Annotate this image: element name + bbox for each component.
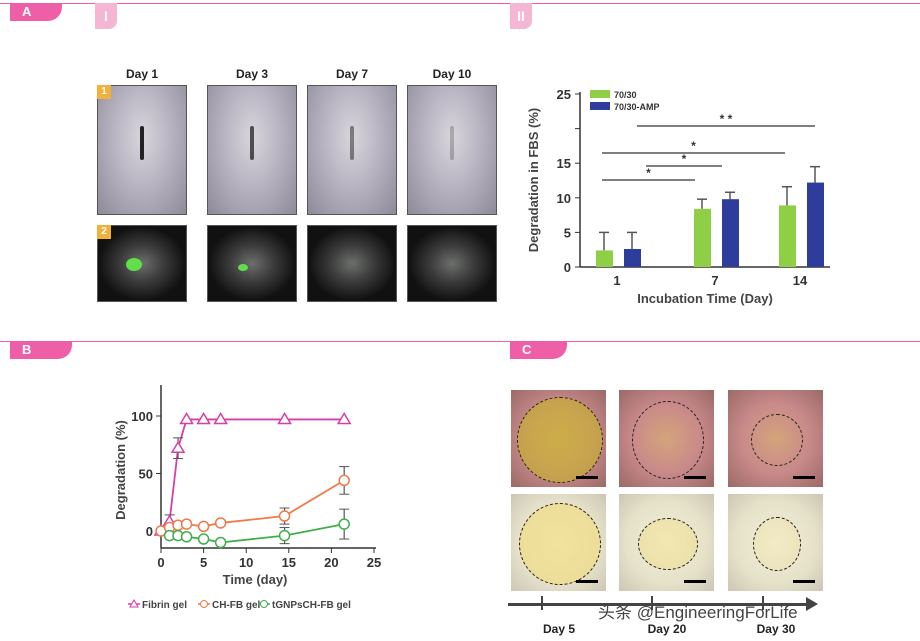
data-point	[338, 518, 350, 530]
divider	[0, 3, 920, 4]
data-point	[196, 411, 211, 425]
mouse-wound-photo	[97, 85, 187, 215]
data-point	[214, 517, 227, 529]
fluorescence-photo	[307, 225, 397, 302]
legend-label: 70/30	[614, 90, 637, 100]
data-point	[179, 411, 194, 425]
legend-marker	[129, 598, 139, 608]
data-point	[197, 520, 210, 533]
significance-label: *	[646, 166, 651, 180]
row-label: 2	[97, 225, 111, 239]
y-tick-label: 0	[564, 260, 571, 275]
day-label: Day 3	[235, 67, 269, 81]
data-point	[213, 411, 228, 425]
timeline-day-label: Day 20	[647, 622, 687, 636]
bar-chart: 0 5 10 15 25 1 7 14 * * * * * 70/30 70/30-AMP Degradat…	[526, 87, 830, 306]
timeline-day-label: Day 30	[756, 622, 796, 636]
x-tick-label: 20	[324, 555, 338, 570]
legend-swatch	[590, 90, 610, 98]
fluorescence-photo	[97, 225, 187, 302]
data-point	[338, 474, 350, 487]
timeline-arrow	[508, 603, 808, 606]
bar-70/30	[694, 208, 711, 267]
gel-photo	[619, 494, 714, 591]
legend-marker	[200, 600, 208, 608]
panel-label-c: C	[510, 341, 567, 359]
day-label: Day 1	[125, 67, 159, 81]
legend-label: 70/30-AMP	[614, 102, 660, 112]
legend-label: tGNPsCH-FB gel	[272, 600, 351, 611]
y-axis-title: Degradation in FBS (%)	[526, 108, 541, 252]
y-tick-label: 5	[564, 225, 571, 240]
bar-70/30-AMP	[624, 249, 641, 267]
data-point	[170, 440, 186, 453]
data-point	[180, 518, 193, 530]
x-tick-label: 1	[613, 273, 620, 288]
data-point	[214, 536, 227, 549]
in-vivo-photo	[728, 390, 823, 487]
gel-photo	[511, 494, 606, 591]
fluorescence-photo	[407, 225, 497, 302]
y-tick-label: 10	[557, 191, 571, 206]
x-tick-label: 10	[239, 555, 253, 570]
bar-70/30-AMP	[807, 182, 824, 267]
y-tick-label: 50	[139, 467, 153, 482]
timeline-day-label: Day 5	[542, 622, 576, 636]
legend-marker	[260, 600, 268, 608]
row-label: 1	[97, 85, 111, 99]
in-vivo-photo	[619, 390, 714, 487]
x-tick-label: 7	[711, 273, 718, 288]
x-tick-label: 15	[282, 555, 296, 570]
y-tick-label: 100	[131, 409, 153, 424]
x-tick-label: 25	[367, 555, 381, 570]
bar-70/30	[779, 205, 796, 267]
panel-label-a-i: I	[95, 3, 117, 29]
legend-swatch	[590, 102, 610, 110]
data-point	[197, 533, 210, 545]
panel-label-a-ii: II	[510, 3, 532, 29]
data-point	[278, 510, 291, 522]
data-point	[336, 411, 352, 425]
x-axis-title: Time (day)	[223, 572, 288, 587]
legend-label: CH-FB gel	[212, 600, 261, 611]
significance-label: *	[691, 139, 696, 153]
data-point	[277, 411, 292, 425]
data-point	[278, 529, 291, 542]
fluorescence-photo	[207, 225, 297, 302]
y-tick-label: 0	[146, 524, 153, 539]
data-point	[180, 531, 193, 543]
legend-label: Fibrin gel	[142, 600, 187, 611]
mouse-wound-photo	[407, 85, 497, 215]
x-axis-title: Incubation Time (Day)	[637, 291, 773, 306]
x-tick-label: 0	[157, 555, 164, 570]
series-line-tGNPsCH-FB gel	[169, 523, 345, 544]
watermark: 头条 @EngineeringForLife	[598, 603, 798, 622]
y-tick-label: 25	[557, 87, 571, 102]
significance-label: * *	[720, 112, 733, 126]
series-line-Fibrin gel	[160, 418, 345, 532]
panel-label-a: A	[10, 3, 62, 21]
x-tick-label: 14	[793, 273, 808, 288]
x-tick-label: 5	[200, 555, 207, 570]
bar-70/30-AMP	[722, 199, 739, 267]
arrow-head-icon	[806, 597, 818, 611]
significance-label: *	[682, 152, 687, 166]
day-label: Day 10	[432, 67, 472, 81]
panel-label-b: B	[10, 341, 72, 359]
mouse-wound-photo	[307, 85, 397, 215]
gel-photo	[728, 494, 823, 591]
mouse-wound-photo	[207, 85, 297, 215]
y-axis-title: Degradation (%)	[113, 420, 128, 520]
bar-70/30	[596, 250, 613, 267]
day-label: Day 7	[335, 67, 369, 81]
in-vivo-photo	[511, 390, 606, 487]
y-tick-label: 15	[557, 156, 571, 171]
divider	[0, 341, 920, 342]
